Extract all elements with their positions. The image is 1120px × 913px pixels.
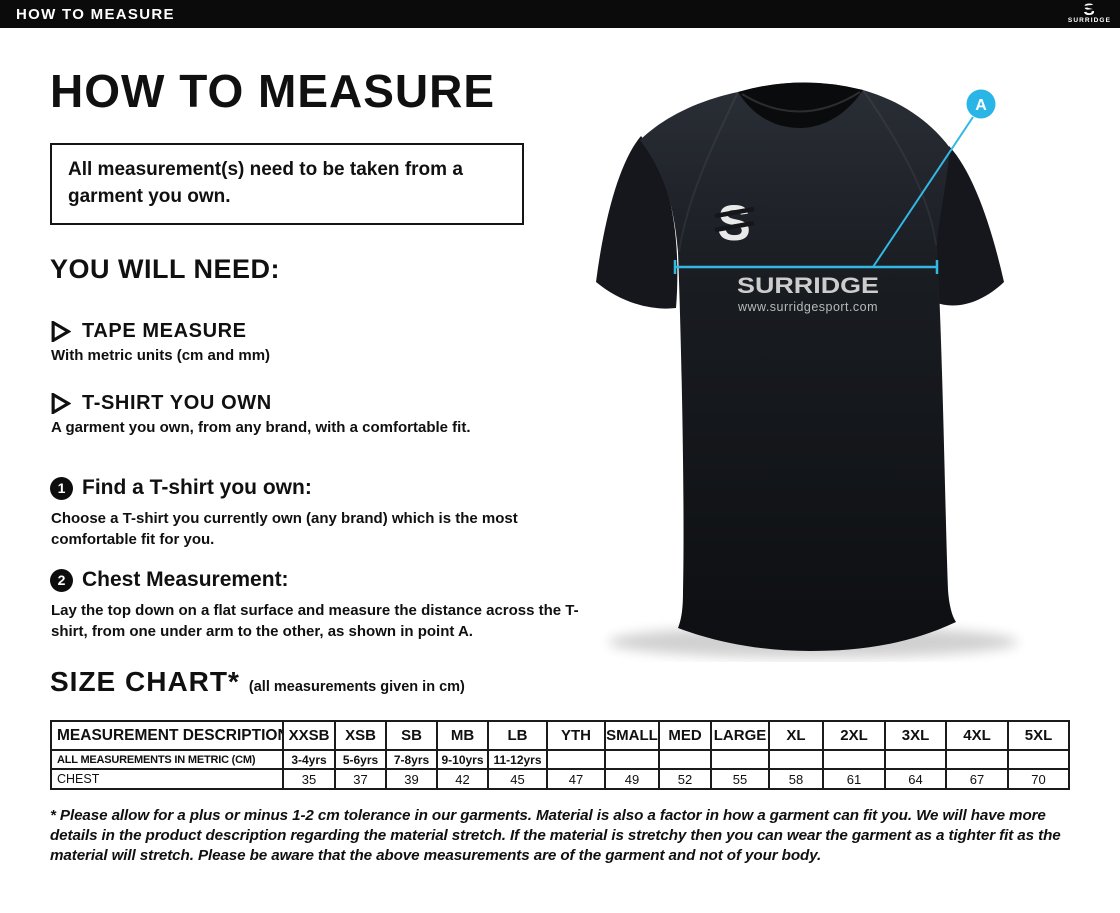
notice-box: All measurement(s) need to be taken from… — [50, 143, 524, 225]
left-seam — [678, 91, 739, 253]
need-item-desc: A garment you own, from any brand, with … — [51, 419, 471, 436]
shirt-s-logo-icon: S — [714, 195, 755, 251]
step-2-title: Chest Measurement: — [82, 568, 289, 591]
table-cell: 35 — [282, 768, 336, 790]
page-title: HOW TO MEASURE — [50, 65, 496, 117]
step-2-description: Lay the top down on a flat surface and m… — [51, 602, 579, 641]
tolerance-footnote: * Please allow for a plus or minus 1-2 c… — [50, 807, 1061, 864]
row-label: ALL MEASUREMENTS IN METRIC (CM) — [50, 749, 284, 770]
table-row: ALL MEASUREMENTS IN METRIC (CM) 3-4yrs 5… — [50, 749, 1070, 770]
notice-text: All measurement(s) need to be taken from… — [68, 159, 463, 207]
chest-measure-line — [673, 260, 939, 274]
point-a-label: A — [975, 97, 987, 114]
table-cell: 45 — [487, 768, 548, 790]
column-header: SB — [385, 720, 438, 751]
need-item-tape-measure: TAPE MEASURE — [50, 320, 247, 343]
column-header: LB — [487, 720, 548, 751]
size-chart-subheading: (all measurements given in cm) — [248, 679, 465, 695]
step-2-number-badge: 2 — [50, 568, 73, 592]
surridge-s-icon: S — [1081, 1, 1098, 17]
column-header: MED — [658, 720, 712, 751]
table-cell — [768, 749, 824, 770]
step-1-title: Find a T-shirt you own: — [82, 476, 312, 499]
table-cell: 37 — [334, 768, 387, 790]
surridge-logo: S SURRIDGE — [1068, 1, 1111, 25]
column-header: 5XL — [1007, 720, 1070, 751]
table-cell: 3-4yrs — [282, 749, 336, 770]
step-1-header: 1 Find a T-shirt you own: — [50, 476, 312, 500]
table-cell: 55 — [710, 768, 770, 790]
play-triangle-icon — [51, 321, 71, 342]
size-chart-heading-row: SIZE CHART* (all measurements given in c… — [50, 666, 465, 698]
table-cell: 5-6yrs — [334, 749, 387, 770]
column-header: 2XL — [822, 720, 886, 751]
column-header: XL — [768, 720, 824, 751]
row-label: CHEST — [50, 768, 284, 790]
size-chart-heading: SIZE CHART* — [50, 666, 240, 697]
shirt-brand-wordmark: SURRIDGE — [737, 273, 879, 298]
surridge-wordmark: SURRIDGE — [1067, 17, 1111, 24]
table-cell — [822, 749, 886, 770]
collar-rim — [741, 91, 861, 113]
table-row: CHEST 35 37 39 42 45 47 49 52 55 58 61 6… — [50, 768, 1070, 790]
table-cell: 47 — [546, 768, 606, 790]
table-cell: 70 — [1007, 768, 1070, 790]
column-header: YTH — [546, 720, 606, 751]
surridge-s-letter: S — [1084, 1, 1095, 17]
column-header: 4XL — [945, 720, 1009, 751]
column-header: SMALL — [604, 720, 660, 751]
right-seam — [862, 89, 937, 246]
table-cell: 58 — [768, 768, 824, 790]
table-cell — [945, 749, 1009, 770]
point-a-pointer-line — [872, 116, 974, 268]
need-item-title: TAPE MEASURE — [82, 320, 247, 342]
need-item-tshirt: T-SHIRT YOU OWN — [50, 392, 272, 415]
table-cell: 39 — [385, 768, 438, 790]
table-cell: 9-10yrs — [436, 749, 489, 770]
need-item-desc: With metric units (cm and mm) — [51, 347, 271, 364]
column-header: MB — [436, 720, 489, 751]
size-chart-table: MEASUREMENT DESCRIPTION XXSB XSB SB MB L… — [50, 720, 1070, 790]
table-cell: 67 — [945, 768, 1009, 790]
table-cell: 11-12yrs — [487, 749, 548, 770]
column-header: XXSB — [282, 720, 336, 751]
table-cell: 42 — [436, 768, 489, 790]
size-chart-header-row: MEASUREMENT DESCRIPTION XXSB XSB SB MB L… — [50, 720, 1070, 751]
table-cell — [884, 749, 947, 770]
table-cell — [658, 749, 712, 770]
column-header: XSB — [334, 720, 387, 751]
shirt-body — [640, 82, 956, 652]
table-cell — [604, 749, 660, 770]
table-cell: 52 — [658, 768, 712, 790]
top-bar-title: HOW TO MEASURE — [16, 5, 175, 23]
table-cell: 64 — [884, 768, 947, 790]
step-1-description: Choose a T-shirt you currently own (any … — [51, 510, 518, 549]
table-cell — [710, 749, 770, 770]
column-header: MEASUREMENT DESCRIPTION — [50, 720, 284, 751]
column-header: LARGE — [710, 720, 770, 751]
shirt-url-text: www.surridgesport.com — [737, 299, 878, 314]
step-1-number-badge: 1 — [50, 476, 73, 500]
table-cell: 61 — [822, 768, 886, 790]
table-cell — [1007, 749, 1070, 770]
play-triangle-icon — [51, 393, 71, 414]
table-cell — [546, 749, 606, 770]
column-header: 3XL — [884, 720, 947, 751]
tshirt-graphic: S SURRIDGE www.surridgesport.com A — [575, 30, 1115, 662]
table-cell: 7-8yrs — [385, 749, 438, 770]
top-bar: HOW TO MEASURE S SURRIDGE — [0, 0, 1120, 28]
you-will-need-heading: YOU WILL NEED: — [50, 254, 281, 284]
need-item-title: T-SHIRT YOU OWN — [82, 392, 272, 414]
point-a-badge: A — [966, 89, 996, 119]
table-cell: 49 — [604, 768, 660, 790]
collar — [738, 82, 863, 128]
left-sleeve — [596, 136, 678, 309]
step-2-header: 2 Chest Measurement: — [50, 568, 289, 592]
right-sleeve — [933, 146, 1004, 306]
tshirt-illustration: S SURRIDGE www.surridgesport.com A — [596, 82, 1018, 658]
